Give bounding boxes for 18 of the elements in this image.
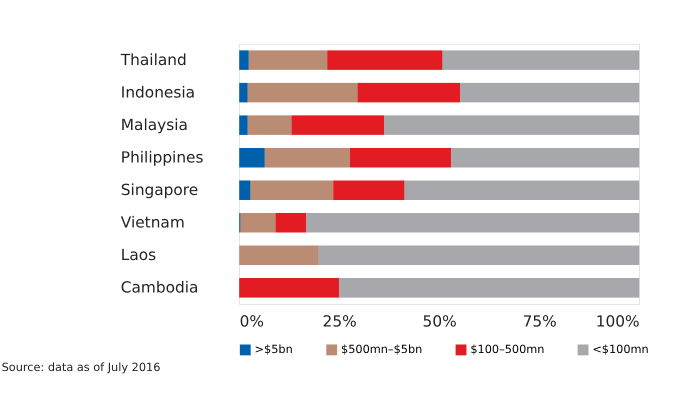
y-tick-label: Cambodia — [120, 278, 198, 297]
x-tick-label: 25% — [322, 312, 357, 330]
legend-label: <$100mn — [592, 343, 649, 356]
x-tick-label: 75% — [522, 312, 557, 330]
legend-label: $500mn–$5bn — [341, 343, 422, 356]
y-tick-label: Laos — [120, 246, 156, 264]
y-tick-label: Singapore — [120, 181, 198, 200]
y-tick-label: Philippines — [120, 148, 204, 167]
x-tick-label: 100% — [596, 312, 640, 330]
source-note: Source: data as of July 2016 — [2, 361, 160, 374]
legend-label: >$5bn — [254, 343, 293, 356]
legend-label: $100–500mn — [470, 343, 544, 356]
x-tick-label: 0% — [240, 312, 264, 330]
y-tick-label: Malaysia — [120, 116, 188, 134]
y-tick-label: Vietnam — [120, 214, 185, 232]
y-tick-label: Indonesia — [120, 83, 196, 102]
y-tick-label: Thailand — [120, 50, 187, 69]
x-tick-label: 50% — [422, 312, 457, 330]
